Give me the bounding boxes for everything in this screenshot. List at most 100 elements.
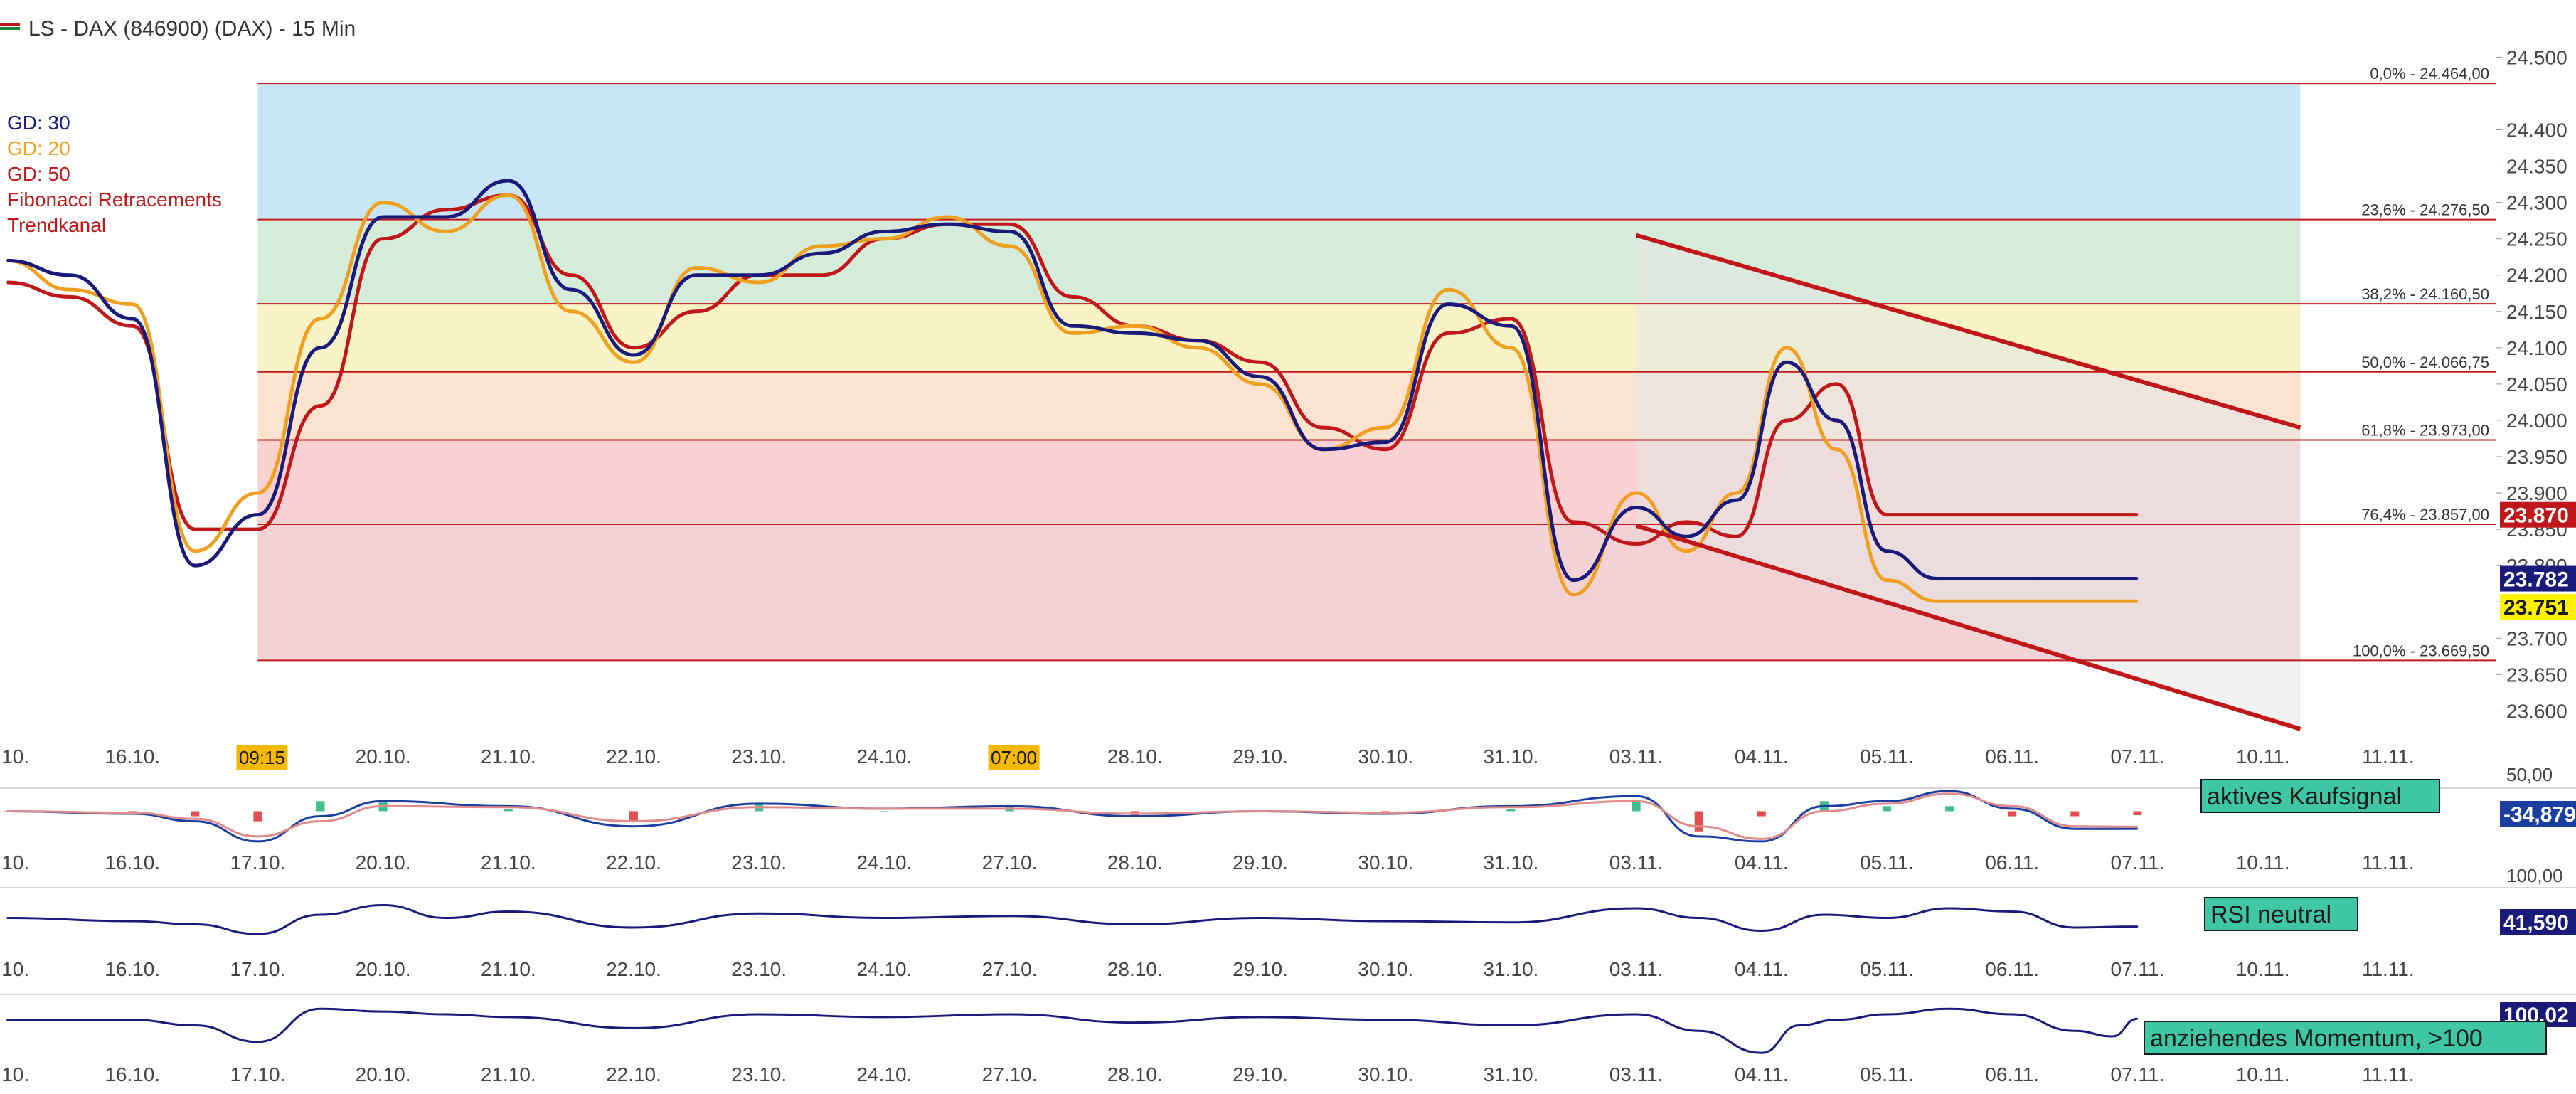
series-point: [1385, 1019, 1387, 1021]
series-point: [2086, 600, 2088, 602]
x-axis-tick-label: 21.10.: [481, 851, 536, 873]
series-point: [1134, 815, 1136, 817]
x-axis-tick-label: 06.11.: [1985, 745, 2039, 768]
fibonacci-level-label: 0,0% - 24.464,00: [2370, 65, 2489, 83]
x-axis-tick-label: 23.10.: [731, 745, 787, 768]
series-line-momentum: [7, 1007, 2138, 1054]
header: LS - DAX (846900) (DAX) - 15 Min: [0, 17, 356, 41]
series-point: [445, 1014, 447, 1015]
series-point: [132, 303, 134, 305]
histogram-bar: [629, 811, 638, 822]
legend-item-trendkanal: Trendkanal: [7, 214, 106, 236]
series-point: [1134, 923, 1136, 925]
x-axis-tick-label: 28.10.: [1107, 851, 1163, 873]
x-axis-tick-label: 10.11.: [2236, 745, 2290, 768]
series-point: [696, 274, 698, 276]
series-point: [1886, 514, 1888, 516]
series-point: [257, 835, 259, 837]
series-point: [1823, 914, 1825, 915]
x-axis-tick-label: 16.10.: [105, 745, 160, 768]
x-axis-tick-label: 04.11.: [1735, 851, 1789, 873]
series-point: [1071, 325, 1073, 327]
series-point: [1986, 514, 1988, 516]
x-axis-tick-label: 03.11.: [1609, 958, 1664, 980]
time-marker-label: 07:00: [991, 747, 1037, 768]
signal-annotation-box: [2204, 897, 2358, 931]
x-axis-tick-label: 20.10.: [356, 745, 411, 768]
series-point: [319, 405, 321, 407]
fibonacci-level-label: 100,0% - 23.669,50: [2353, 642, 2489, 659]
series-point: [1510, 346, 1512, 349]
series-point: [883, 917, 885, 919]
x-axis-tick-label: 28.10.: [1107, 1063, 1163, 1085]
price-panel: 0,0% - 24.464,00 23,6% - 24.276,50 38,2% -…: [0, 46, 2576, 770]
series-point: [1635, 543, 1637, 545]
series-point: [821, 245, 823, 247]
series-point: [507, 910, 509, 913]
series-point: [1510, 325, 1512, 327]
fibonacci-level-label: 23,6% - 24.276,50: [2361, 201, 2489, 219]
x-axis-tick-label: 22.10.: [606, 1063, 661, 1085]
series-point: [1686, 536, 1688, 538]
series-point: [1260, 810, 1261, 812]
series-point: [1760, 840, 1762, 842]
series-point: [319, 1008, 321, 1010]
series-point: [1836, 383, 1838, 385]
y-axis-tick-label: 24.400: [2506, 120, 2567, 142]
series-point: [382, 1011, 384, 1013]
series-point: [946, 216, 948, 218]
series-point: [1385, 427, 1387, 429]
series-point: [2011, 1014, 2013, 1015]
y-axis-tick-label: 24.100: [2506, 337, 2567, 359]
series-point: [2074, 927, 2076, 928]
series-point: [2036, 600, 2038, 602]
price-tag: [2500, 594, 2576, 620]
x-axis-tick-label: 31.10.: [1483, 851, 1538, 873]
series-point: [1886, 800, 1888, 802]
series-point: [1886, 579, 1888, 581]
x-axis-tick-label: 21.10.: [481, 745, 536, 768]
x-axis-tick-label: 27.10.: [982, 1063, 1038, 1085]
series-point: [1572, 521, 1575, 523]
y-axis-tick-label: 23.600: [2506, 700, 2567, 722]
series-point: [1008, 1014, 1011, 1015]
series-point: [1196, 339, 1198, 341]
y-axis-tick-label: 23.950: [2506, 446, 2567, 468]
legend-item-fibonacci: Fibonacci Retracements: [7, 188, 222, 211]
x-axis-tick-label: 23.10.: [731, 1063, 787, 1085]
x-axis-tick-label: 30.10.: [1358, 745, 1413, 768]
histogram-bar: [880, 811, 889, 812]
x-axis-tick-label: 03.11.: [1609, 851, 1664, 873]
series-point: [1134, 325, 1136, 327]
series-point: [1886, 550, 1888, 552]
histogram-bar: [191, 811, 200, 817]
x-axis-tick-label: 29.10.: [1233, 1063, 1288, 1085]
x-axis-tick-label: 5.10.: [0, 1063, 29, 1085]
series-point: [633, 825, 634, 827]
y-axis-tick-label: 50,00: [2506, 764, 2553, 785]
x-axis-tick-label: 5.10.: [0, 958, 29, 980]
x-axis-tick-label: 11.11.: [2362, 1063, 2415, 1085]
x-axis-tick-label: 30.10.: [1358, 1063, 1413, 1085]
series-point: [257, 492, 259, 494]
series-point: [1698, 835, 1700, 837]
x-axis-tick-label: 31.10.: [1483, 958, 1538, 980]
series-swatch-red: [0, 23, 20, 26]
series-point: [382, 805, 384, 807]
series-point: [6, 1019, 8, 1021]
signal-annotation: anziehendes Momentum, >100: [2150, 1025, 2483, 1052]
x-axis-tick-label: 04.11.: [1735, 745, 1789, 768]
y-axis-tick-label: 24.150: [2506, 301, 2567, 323]
series-point: [821, 274, 823, 276]
series-point: [1447, 289, 1449, 291]
series-point: [1936, 514, 1938, 516]
series-point: [1008, 807, 1011, 809]
x-axis-tick-label: 31.10.: [1483, 745, 1538, 768]
series-point: [1071, 296, 1073, 298]
series-point: [382, 238, 384, 240]
x-axis-tick-label: 16.10.: [105, 958, 160, 980]
x-axis-tick-label: 06.11.: [1985, 958, 2039, 980]
series-point: [633, 346, 634, 349]
series-point: [1635, 506, 1637, 509]
series-point: [507, 194, 509, 196]
